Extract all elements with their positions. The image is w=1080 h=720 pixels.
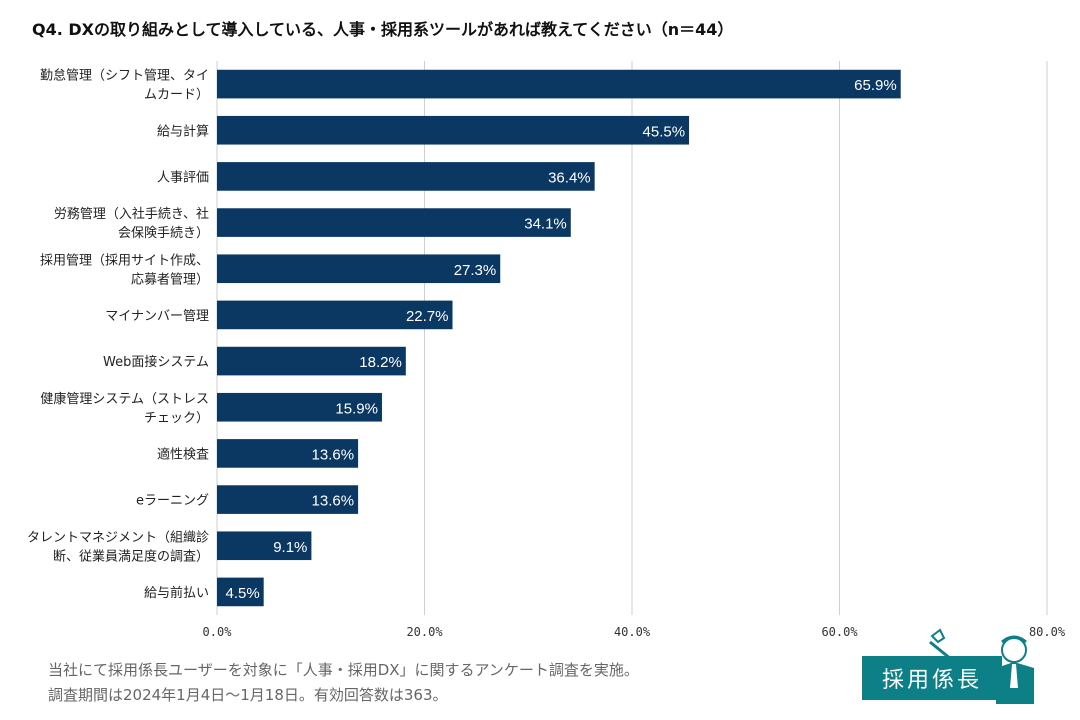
footnote-survey: 当社にて採用係長ユーザーを対象に「人事・採用DX」に関するアンケート調査を実施。 <box>48 661 639 679</box>
category-label: 人事評価 <box>157 170 209 185</box>
category-label: 給与前払い <box>144 585 209 601</box>
bar-value-label: 27.3% <box>454 262 497 279</box>
brand-logo: 採用係長 <box>862 628 1037 704</box>
x-tick-label: 20.0% <box>406 625 443 639</box>
bar-value-label: 22.7% <box>406 308 449 325</box>
category-label: Web面接システム <box>103 354 209 370</box>
category-label: 断、従業員満足度の調査） <box>53 548 209 564</box>
bar-chart: 0.0% 20.0% 40.0% 60.0% 80.0% 65.9% 勤怠管理（シフト管理、… <box>27 61 1066 639</box>
x-tick-label: 40.0% <box>614 625 651 639</box>
bar-value-label: 15.9% <box>335 400 378 417</box>
category-label: eラーニング <box>136 494 209 509</box>
bar-value-label: 9.1% <box>273 539 307 556</box>
category-label: ムカード） <box>144 88 209 103</box>
category-label: 労務管理（入社手続き、社 <box>54 206 209 222</box>
bar <box>217 531 312 561</box>
category-label: 採用管理（採用サイト作成、 <box>40 253 209 268</box>
category-label: 勤怠管理（シフト管理、タイ <box>40 68 209 84</box>
bar <box>217 346 406 376</box>
bar <box>217 115 690 145</box>
bar <box>217 300 453 330</box>
category-label: 給与計算 <box>157 123 209 139</box>
bar-value-label: 18.2% <box>359 354 402 371</box>
bar <box>217 69 901 99</box>
bar <box>217 485 359 514</box>
bar-value-label: 36.4% <box>548 169 591 186</box>
bar-value-label: 45.5% <box>643 123 686 140</box>
category-label: タレントマネジメント（組織診 <box>27 529 209 545</box>
bar <box>217 392 382 422</box>
category-label: 会保険手続き） <box>118 226 209 241</box>
x-tick-label: 60.0% <box>821 625 858 639</box>
category-label: 適性検査 <box>157 446 209 462</box>
category-label: 応募者管理） <box>131 272 209 287</box>
bar-value-label: 65.9% <box>854 77 897 94</box>
category-label: チェック） <box>144 411 209 426</box>
x-tick-label: 80.0% <box>1029 625 1066 639</box>
x-tick-label: 0.0% <box>203 625 233 639</box>
bar <box>217 577 264 607</box>
bar <box>217 208 571 237</box>
bar <box>217 254 501 284</box>
category-label: マイナンバー管理 <box>105 309 209 324</box>
bar-value-label: 34.1% <box>524 216 567 233</box>
bar-value-label: 4.5% <box>225 585 259 602</box>
bar-value-label: 13.6% <box>312 446 355 463</box>
logo-text: 採用係長 <box>862 656 1002 700</box>
mascot-figure-icon <box>929 628 1034 704</box>
chart-title: Q4. DXの取り組みとして導入している、人事・採用系ツールがあれば教えてくださ… <box>32 20 734 39</box>
footnote-period: 調査期間は2024年1月4日〜1月18日。有効回答数は363。 <box>48 686 448 704</box>
bar-value-label: 13.6% <box>312 493 355 510</box>
bar <box>217 439 359 468</box>
bar <box>217 162 595 191</box>
category-label: 健康管理システム（ストレス <box>40 391 209 407</box>
